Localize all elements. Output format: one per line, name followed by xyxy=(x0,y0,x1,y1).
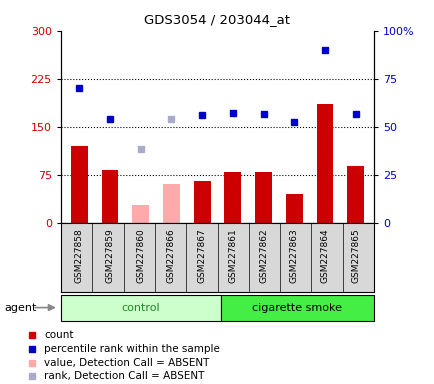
Text: GSM227865: GSM227865 xyxy=(350,228,359,283)
Bar xyxy=(316,104,332,223)
Bar xyxy=(61,295,220,321)
Text: GSM227861: GSM227861 xyxy=(228,228,237,283)
Text: GSM227859: GSM227859 xyxy=(105,228,114,283)
Text: agent: agent xyxy=(4,303,36,313)
Text: value, Detection Call = ABSENT: value, Detection Call = ABSENT xyxy=(44,358,209,367)
Text: cigarette smoke: cigarette smoke xyxy=(252,303,342,313)
Text: control: control xyxy=(121,303,160,313)
Bar xyxy=(224,172,241,223)
Bar xyxy=(254,172,271,223)
Text: rank, Detection Call = ABSENT: rank, Detection Call = ABSENT xyxy=(44,371,204,381)
Text: GSM227863: GSM227863 xyxy=(289,228,298,283)
Bar xyxy=(71,146,88,223)
Text: percentile rank within the sample: percentile rank within the sample xyxy=(44,344,220,354)
Text: GSM227858: GSM227858 xyxy=(75,228,84,283)
Text: GSM227866: GSM227866 xyxy=(167,228,175,283)
Text: GSM227862: GSM227862 xyxy=(259,228,267,283)
Bar xyxy=(285,194,302,223)
Text: GSM227860: GSM227860 xyxy=(136,228,145,283)
Bar xyxy=(220,295,373,321)
Text: GDS3054 / 203044_at: GDS3054 / 203044_at xyxy=(144,13,290,26)
Bar xyxy=(132,205,149,223)
Bar xyxy=(102,170,118,223)
Text: count: count xyxy=(44,330,74,340)
Text: GSM227864: GSM227864 xyxy=(320,228,329,283)
Bar xyxy=(193,181,210,223)
Text: GSM227867: GSM227867 xyxy=(197,228,206,283)
Bar xyxy=(346,166,363,223)
Bar xyxy=(163,184,180,223)
